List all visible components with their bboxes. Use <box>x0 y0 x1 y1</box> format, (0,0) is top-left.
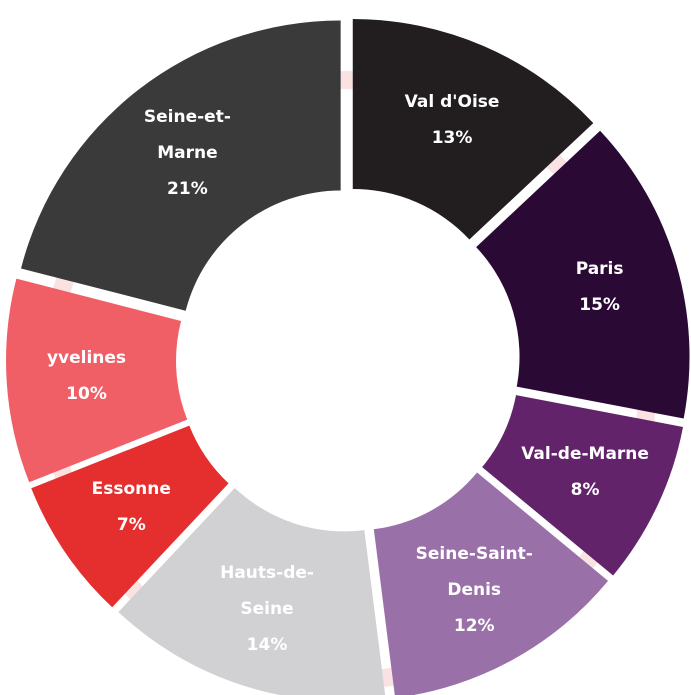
value-label: 13% <box>431 127 473 148</box>
category-label: Hauts-de-Seine <box>220 563 314 620</box>
value-label: 15% <box>579 294 620 315</box>
slice <box>482 395 684 576</box>
value-label: 7% <box>116 515 146 536</box>
value-label: 14% <box>246 635 288 656</box>
slice <box>118 488 386 695</box>
slice <box>352 18 594 240</box>
category-label: Val d'Oise <box>404 91 500 112</box>
category-label: Essonne <box>91 479 171 500</box>
category-label: Seine-Saint-Denis <box>415 543 533 600</box>
slice <box>476 130 690 419</box>
value-label: 10% <box>66 384 107 405</box>
slice-label: yvelines 10% <box>22 340 152 412</box>
category-label: yvelines <box>46 348 127 369</box>
category-label: Paris <box>575 258 624 279</box>
slice-label: Val-de-Marne 8% <box>520 436 650 508</box>
slice <box>373 472 609 695</box>
slice-label: Seine-et-Marne 21% <box>122 99 252 207</box>
slice-label: Seine-Saint-Denis 12% <box>409 536 539 644</box>
slice-label: Hauts-de-Seine 14% <box>202 555 332 663</box>
slice-label: Val d'Oise 13% <box>387 84 517 156</box>
value-label: 12% <box>453 615 495 636</box>
category-label: Val-de-Marne <box>521 443 649 464</box>
value-label: 21% <box>167 178 208 199</box>
slice-label: Essonne 7% <box>66 471 196 543</box>
slice <box>31 425 229 608</box>
value-label: 8% <box>570 479 600 500</box>
slice <box>21 20 341 311</box>
slice <box>6 278 188 483</box>
slice-label: Paris 15% <box>535 251 665 323</box>
category-label: Seine-et-Marne <box>143 106 231 163</box>
